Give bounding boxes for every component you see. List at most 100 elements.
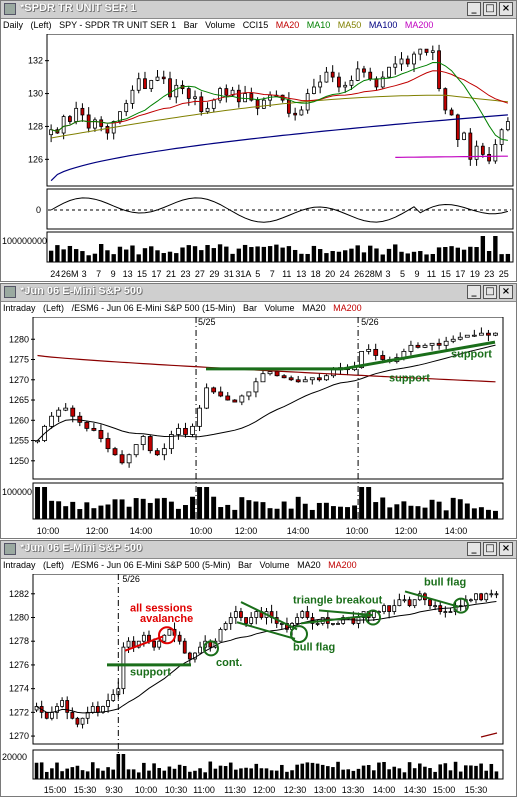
close-button[interactable]: ×: [499, 285, 513, 299]
volume-bar: [330, 251, 335, 262]
title-bar[interactable]: *Jun 06 E-Mini S&P 500 _ □ ×: [1, 284, 516, 302]
x-tick-label: 13: [296, 269, 306, 279]
y-tick-label: 1272: [9, 707, 29, 717]
volume-bar: [374, 248, 379, 262]
avalanche-label: avalanche: [140, 613, 193, 625]
candle-body: [56, 409, 62, 417]
volume-bar: [346, 769, 351, 779]
candle-body: [288, 377, 294, 381]
candle-body: [422, 344, 428, 348]
y-tick-label: 1265: [9, 395, 29, 405]
volume-bar: [286, 246, 292, 262]
volume-bar: [239, 497, 245, 519]
volume-bar: [117, 246, 123, 262]
volume-bar: [372, 770, 376, 779]
candle-body: [199, 96, 204, 113]
volume-bar: [218, 507, 224, 519]
volume-bar: [469, 765, 473, 779]
volume-bar: [236, 248, 242, 262]
candle-body: [65, 700, 70, 713]
candle-body: [474, 593, 478, 601]
volume-bar: [162, 770, 167, 779]
volume-bar: [386, 248, 392, 262]
y-tick-label: 130: [28, 89, 43, 99]
triangle-circle: [365, 609, 381, 626]
candle-body: [428, 599, 432, 607]
ma200-line: [480, 732, 498, 738]
candle-body: [70, 711, 75, 719]
x-tick-label: 3: [386, 269, 391, 279]
candle-body: [254, 611, 259, 618]
x-tick-label: 14:00: [130, 526, 153, 536]
volume-bar: [91, 508, 97, 519]
volume-legend: Volume: [264, 303, 295, 313]
candle-body: [85, 711, 90, 719]
volume-bar: [359, 487, 365, 519]
y-tick-label: 1250: [9, 456, 29, 466]
maximize-button[interactable]: □: [483, 2, 497, 16]
x-tick-label: 26M: [61, 269, 79, 279]
close-button[interactable]: ×: [499, 542, 513, 556]
volume-bar: [361, 252, 367, 262]
candle-body: [281, 375, 287, 379]
candle-body: [437, 50, 441, 90]
maximize-button[interactable]: □: [483, 285, 497, 299]
volume-bar: [190, 496, 195, 519]
volume-bar: [393, 244, 398, 262]
minimize-button[interactable]: _: [467, 285, 481, 299]
pane-frame: [46, 231, 514, 263]
title-bar[interactable]: *Jun 06 E-Mini S&P 500 _ □ ×: [1, 541, 516, 559]
volume-bar: [443, 510, 449, 519]
volume-bar: [330, 506, 336, 519]
x-tick-label: 24: [50, 269, 60, 279]
candle-body: [55, 706, 59, 713]
title-bar[interactable]: *SPDR TR UNIT SER 1 _ □ ×: [1, 1, 516, 19]
date-marker: 5/25: [198, 317, 216, 327]
volume-bar: [192, 246, 198, 262]
volume-bar: [457, 499, 463, 519]
volume-bar: [182, 765, 187, 779]
timeframe-label: Intraday: [3, 560, 36, 570]
candle-body: [218, 628, 223, 642]
volume-bar: [211, 496, 217, 519]
volume-bar: [377, 762, 381, 779]
candle-body: [359, 351, 365, 369]
maximize-button[interactable]: □: [483, 542, 497, 556]
y-tick-label: 132: [28, 56, 43, 66]
ma20-line: [50, 70, 509, 132]
volume-bar: [124, 249, 129, 262]
timeframe-label: Daily: [3, 20, 24, 30]
volume-bar: [274, 508, 280, 519]
candle-body: [309, 377, 315, 381]
candle-body: [412, 53, 416, 65]
minimize-button[interactable]: _: [467, 2, 481, 16]
volume-bar: [174, 253, 179, 262]
candle-body: [312, 86, 316, 94]
candle-body: [355, 68, 360, 81]
volume-bar: [147, 770, 151, 779]
volume-bar: [274, 244, 279, 262]
volume-bar: [49, 500, 55, 519]
volume-bar: [167, 251, 173, 262]
candle-body: [225, 395, 231, 401]
candle-body: [412, 599, 417, 607]
volume-bar: [310, 762, 315, 779]
minimize-button[interactable]: _: [467, 542, 481, 556]
close-button[interactable]: ×: [499, 2, 513, 16]
symbol-label: /ESM6 - Jun 06 E-Mini S&P 500 (5-Min): [71, 560, 231, 570]
volume-bar: [232, 509, 238, 519]
volume-bar: [44, 771, 49, 779]
symbol-label: /ESM6 - Jun 06 E-Mini S&P 500 (15-Min): [71, 303, 236, 313]
candle-body: [143, 78, 147, 90]
volume-bar: [463, 765, 468, 779]
candle-body: [343, 84, 348, 88]
candle-body: [305, 611, 310, 618]
ma20-line: [37, 344, 496, 441]
candle-body: [80, 107, 85, 116]
x-tick-label: 21: [166, 269, 176, 279]
volume-bar: [343, 250, 348, 262]
y-tick-label: 1255: [9, 436, 29, 446]
candle-body: [341, 617, 346, 624]
candle-body: [479, 593, 484, 601]
volume-legend: Volume: [205, 20, 236, 30]
